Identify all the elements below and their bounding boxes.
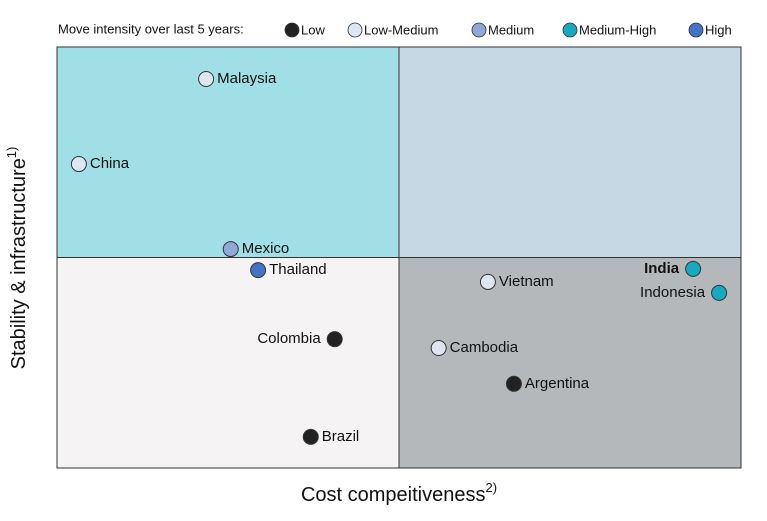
x-axis-title: Cost compeitiveness2) — [301, 480, 497, 506]
point — [711, 284, 728, 301]
legend-marker — [347, 22, 363, 38]
point — [222, 241, 239, 258]
quadrant — [399, 47, 741, 258]
quadrant — [57, 47, 399, 258]
quadrant — [399, 257, 741, 468]
point-label: Colombia — [257, 330, 321, 347]
legend-marker — [688, 22, 704, 38]
point — [685, 260, 702, 277]
y-label-note: 1) — [4, 147, 19, 159]
legend-title: Move intensity over last 5 years: — [58, 21, 244, 36]
point-label: India — [644, 260, 680, 277]
point — [430, 340, 447, 357]
point-label: Vietnam — [499, 273, 554, 290]
legend-label: Medium-High — [579, 22, 656, 37]
point — [505, 375, 522, 392]
quadrant — [57, 257, 399, 468]
point-label: Cambodia — [450, 339, 519, 356]
legend-label: Medium — [488, 22, 534, 37]
legend-label: Low — [301, 22, 325, 37]
point — [326, 331, 343, 348]
x-label-note: 2) — [485, 480, 497, 495]
legend-marker — [284, 22, 300, 38]
point — [250, 262, 267, 279]
point-label: Mexico — [242, 240, 290, 257]
point-label: Brazil — [322, 428, 360, 445]
y-axis-title: Stability & infrastructure1) — [4, 147, 30, 370]
point — [70, 156, 87, 173]
point-label: Malaysia — [217, 70, 277, 87]
point-label: Indonesia — [640, 284, 706, 301]
legend-marker — [562, 22, 578, 38]
legend-label: High — [705, 22, 732, 37]
point — [198, 70, 215, 87]
point-label: China — [90, 155, 130, 172]
point-label: Argentina — [525, 375, 590, 392]
legend-label: Low-Medium — [364, 22, 438, 37]
point — [302, 428, 319, 445]
y-label: Stability & infrastructure — [8, 158, 30, 369]
legend-marker — [471, 22, 487, 38]
x-label: Cost compeitiveness — [301, 484, 486, 506]
point-label: Thailand — [269, 261, 327, 278]
point — [479, 273, 496, 290]
